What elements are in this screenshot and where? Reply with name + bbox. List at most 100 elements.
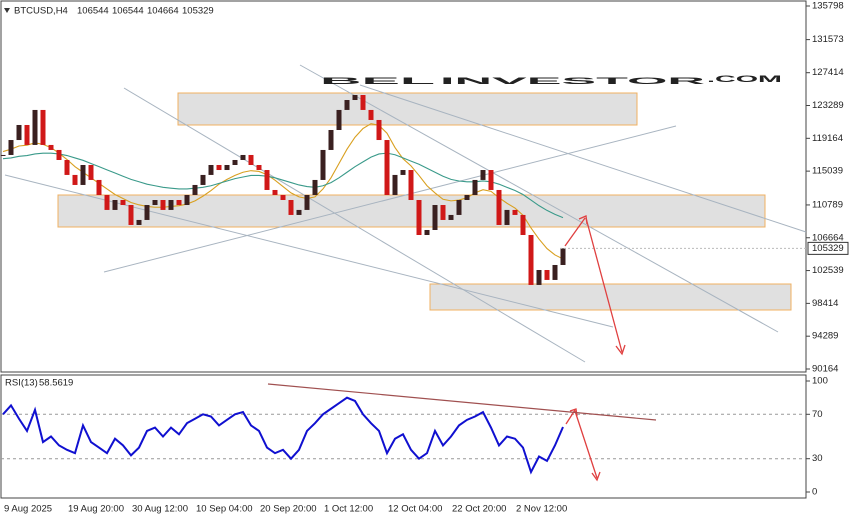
candle — [480, 170, 486, 180]
candle — [128, 205, 134, 225]
current-price-box — [807, 241, 849, 255]
candle — [184, 194, 190, 206]
candle — [40, 109, 46, 145]
candle — [272, 189, 278, 195]
logo-investor: INVESTOR — [440, 76, 706, 87]
candle — [112, 199, 118, 210]
x-tick-label: 2 Nov 12:00 — [516, 504, 567, 515]
header-open: 106544 — [77, 6, 109, 17]
candle — [336, 109, 342, 130]
pivot-zone — [57, 194, 766, 228]
candle — [0, 154, 6, 156]
candle — [200, 174, 206, 185]
candle — [304, 194, 310, 210]
symbol-icon — [4, 8, 10, 13]
candle — [56, 149, 62, 160]
candle — [408, 170, 414, 200]
arrow-head — [615, 344, 626, 356]
y-tick-label: 100 — [812, 376, 828, 387]
candle — [32, 109, 38, 145]
x-tick-label: 12 Oct 04:00 — [388, 504, 442, 515]
rsi-trend-line — [267, 383, 657, 421]
y-tick-label: 102539 — [812, 265, 844, 276]
candle — [72, 174, 78, 185]
candle — [224, 164, 230, 171]
candle — [288, 199, 294, 215]
candle — [120, 199, 126, 206]
support-zone — [429, 283, 792, 311]
x-tick-label: 10 Sep 04:00 — [196, 504, 253, 515]
candle — [48, 144, 54, 150]
candle — [144, 205, 150, 220]
y-tick-label: 0 — [812, 487, 817, 498]
candle — [88, 164, 94, 180]
candle — [232, 159, 238, 165]
candle — [96, 179, 102, 195]
candle — [392, 174, 398, 195]
candle — [344, 100, 350, 110]
candle — [24, 124, 30, 145]
x-tick-label: 30 Aug 12:00 — [132, 504, 188, 515]
candle — [8, 140, 14, 155]
candle — [296, 209, 302, 215]
symbol: BTCUSD,H4 — [14, 6, 68, 17]
candle — [504, 209, 510, 225]
y-tick-label: 127414 — [812, 67, 844, 78]
candle — [256, 164, 262, 171]
arrow-head — [591, 471, 601, 482]
candle — [464, 194, 470, 200]
candle — [512, 209, 518, 215]
arrow — [574, 410, 598, 479]
candle — [80, 164, 86, 185]
y-tick-label: 98414 — [812, 298, 838, 309]
candle — [424, 229, 430, 235]
y-tick-label: 123289 — [812, 100, 844, 111]
rsi-title: RSI(13) — [5, 378, 38, 389]
candle — [432, 205, 438, 230]
rsi-value: 58.5619 — [39, 378, 73, 389]
candle — [264, 170, 270, 190]
trend-line — [123, 87, 586, 363]
candle — [472, 179, 478, 195]
x-tick-label: 20 Sep 20:00 — [260, 504, 317, 515]
y-tick-label: 94289 — [812, 331, 838, 342]
candle — [352, 94, 358, 101]
x-tick-label: 1 Oct 12:00 — [324, 504, 373, 515]
current-price-label: 105329 — [812, 243, 844, 254]
candle — [536, 269, 542, 285]
logo-bel: BEL — [320, 76, 436, 87]
series-layer — [0, 94, 806, 475]
arrow — [585, 217, 623, 353]
arrow — [564, 217, 586, 247]
candle — [64, 159, 70, 175]
y-tick-label: 135798 — [812, 1, 844, 12]
candle — [320, 149, 326, 180]
candle — [160, 199, 166, 210]
forecast-arrows — [564, 215, 626, 482]
candle — [152, 199, 158, 206]
candle — [368, 109, 374, 120]
x-tick-label: 9 Aug 2025 — [4, 504, 52, 515]
trend-line — [299, 64, 779, 333]
candle — [328, 129, 334, 150]
candle — [544, 269, 550, 280]
price-panel — [0, 0, 807, 373]
candle — [248, 154, 254, 165]
candle — [16, 124, 22, 141]
candle — [360, 94, 366, 110]
y-tick-label: 70 — [812, 409, 823, 420]
candle — [312, 179, 318, 195]
candle — [560, 248, 566, 265]
candle — [192, 184, 198, 195]
resistance-zone — [177, 92, 638, 126]
x-tick-label: 22 Oct 20:00 — [452, 504, 506, 515]
candle — [384, 140, 390, 195]
trend-line — [359, 84, 807, 233]
candle — [400, 170, 406, 175]
header-low: 104664 — [147, 6, 179, 17]
candle — [168, 199, 174, 210]
y-tick-label: 119164 — [812, 133, 843, 144]
candle — [280, 194, 286, 200]
y-tick-label: 115039 — [812, 166, 843, 177]
candle — [496, 189, 502, 225]
